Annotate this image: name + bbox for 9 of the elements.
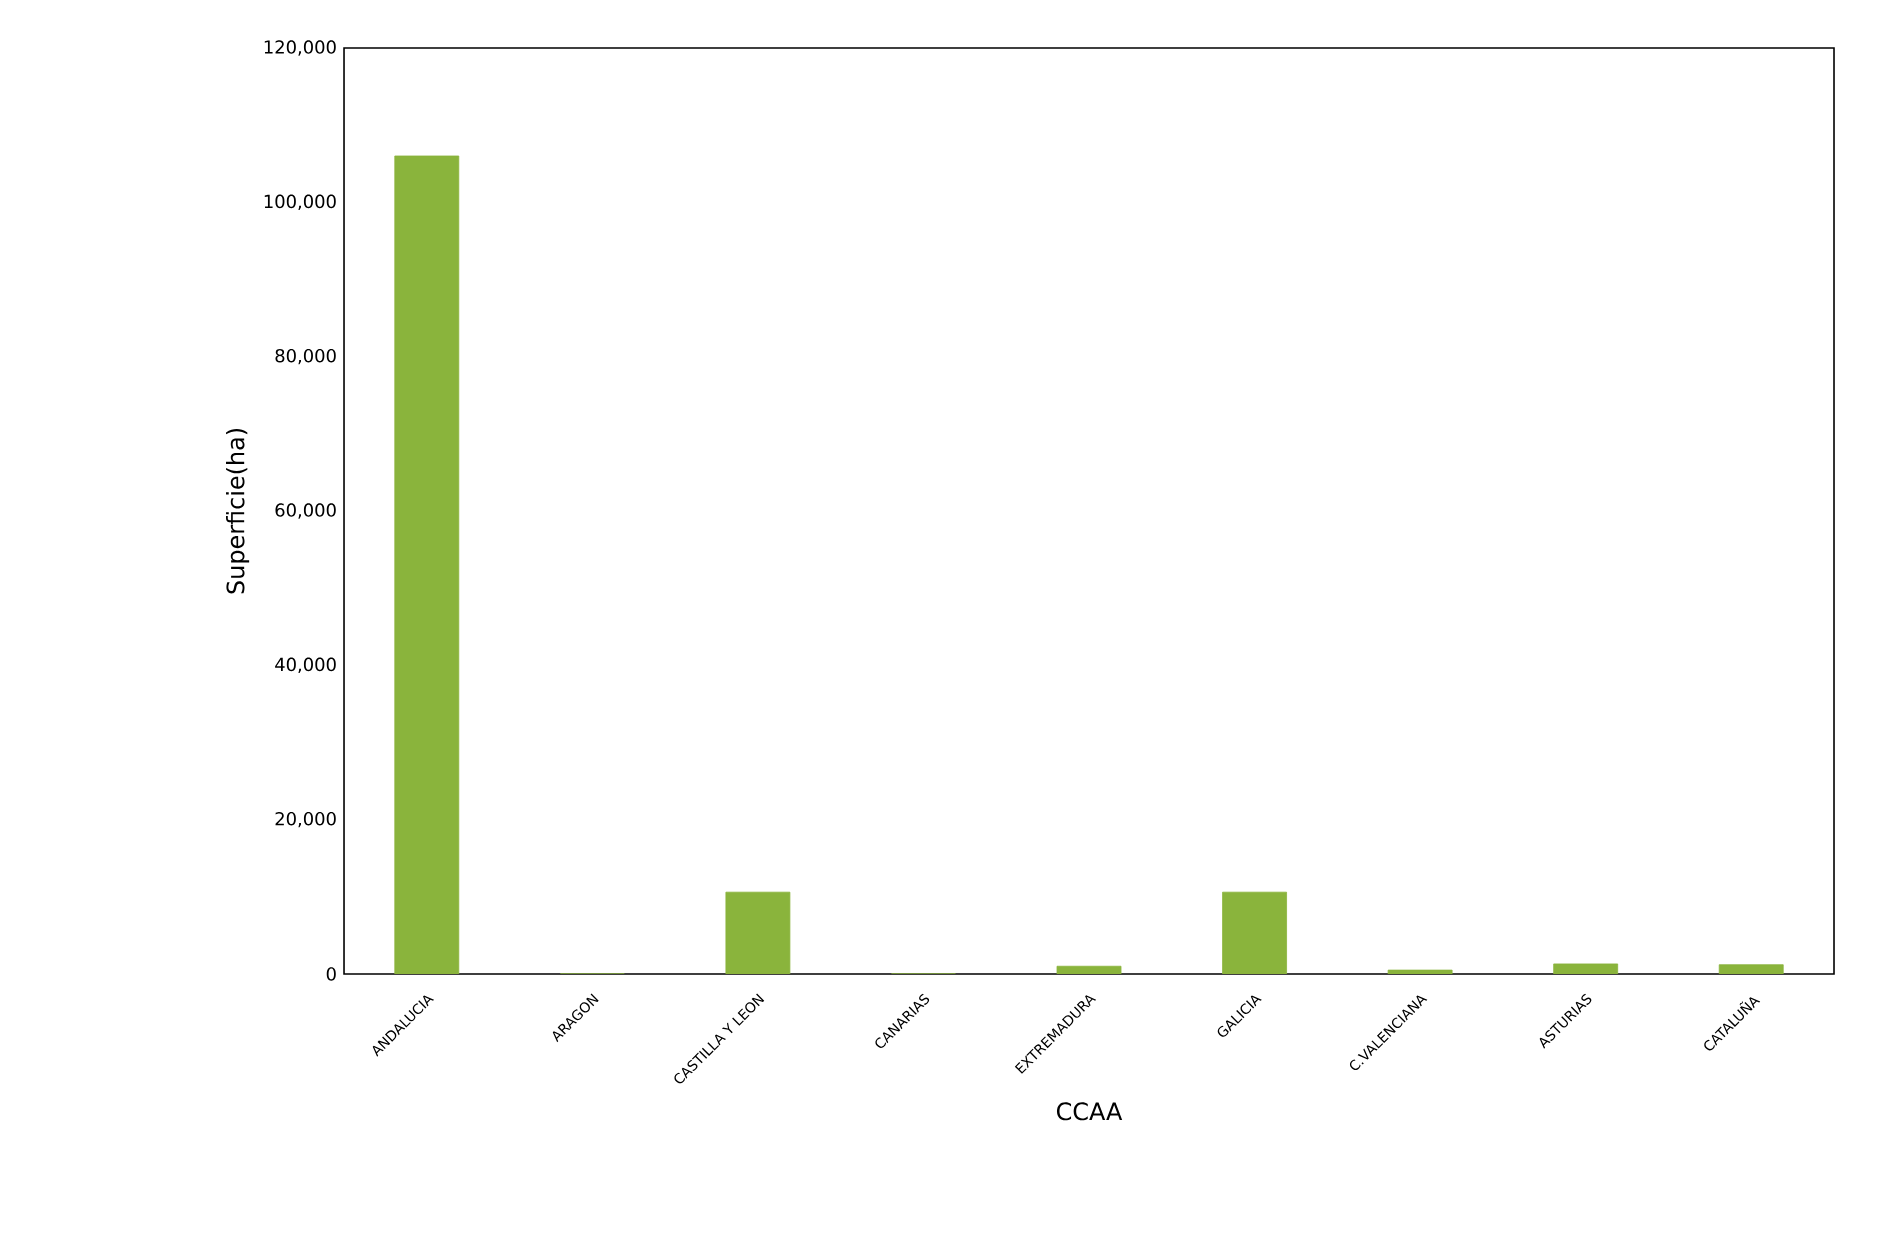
y-tick-label: 0 xyxy=(326,967,336,981)
y-tick-label: 40,000 xyxy=(275,657,336,674)
y-tick-label: 80,000 xyxy=(275,348,336,365)
y-axis-title: Superficie(ha) xyxy=(226,428,250,594)
x-axis-title: CCAA xyxy=(1056,1102,1123,1121)
y-tick-label: 120,000 xyxy=(264,40,336,56)
y-tick-label: 60,000 xyxy=(275,503,336,519)
y-tick-label: 100,000 xyxy=(264,194,336,211)
y-tick-label: 20,000 xyxy=(275,811,336,828)
